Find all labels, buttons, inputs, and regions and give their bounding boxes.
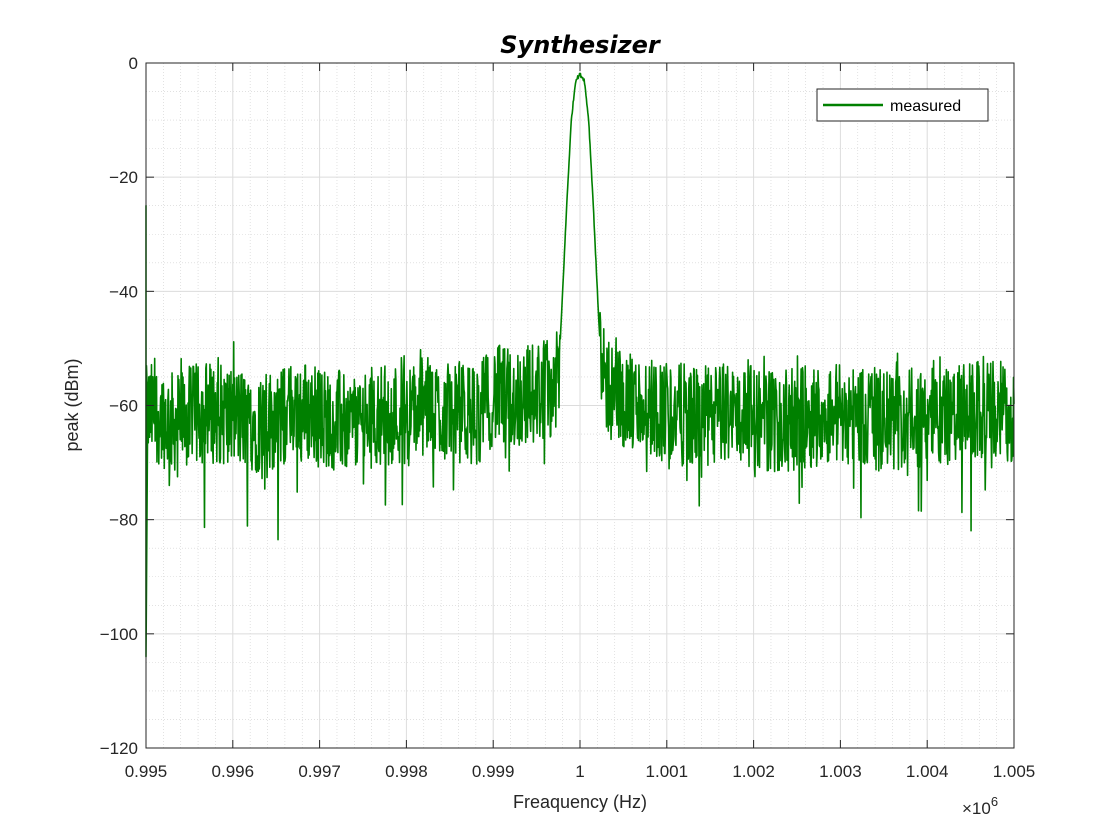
series-line-measured bbox=[145, 72, 1015, 658]
axes-frame bbox=[145, 62, 1015, 749]
x-exponent: ×106 bbox=[962, 794, 998, 818]
x-tick-label: 1.002 bbox=[732, 762, 775, 781]
x-tick-label: 1.005 bbox=[993, 762, 1036, 781]
x-exponent-power: 6 bbox=[991, 794, 998, 809]
y-tick-label: 0 bbox=[129, 54, 138, 73]
legend[interactable]: measured bbox=[816, 88, 989, 122]
x-tick-label: 1.003 bbox=[819, 762, 862, 781]
x-axis-label: Freaquency (Hz) bbox=[513, 792, 647, 812]
x-tick-label: 0.999 bbox=[472, 762, 515, 781]
x-tick-label: 1 bbox=[575, 762, 584, 781]
series-layer bbox=[145, 72, 1015, 658]
y-tick-label: −40 bbox=[109, 282, 138, 301]
x-tick-label: 0.995 bbox=[125, 762, 168, 781]
x-tick-label: 0.996 bbox=[212, 762, 255, 781]
y-tick-label: −80 bbox=[109, 511, 138, 530]
x-tick-label: 0.997 bbox=[298, 762, 341, 781]
x-exponent-base: ×10 bbox=[962, 799, 991, 818]
x-tick-label: 0.998 bbox=[385, 762, 428, 781]
x-tick-label: 1.001 bbox=[646, 762, 689, 781]
x-tick-labels: 0.995 0.996 0.997 0.998 0.999 1 1.001 1.002 1.00… bbox=[125, 762, 1036, 781]
y-tick-label: −100 bbox=[100, 625, 138, 644]
chart-title: Synthesizer bbox=[500, 31, 662, 59]
x-tick-label: 1.004 bbox=[906, 762, 949, 781]
y-tick-label: −120 bbox=[100, 739, 138, 758]
legend-label-measured: measured bbox=[890, 98, 961, 115]
y-tick-label: −60 bbox=[109, 397, 138, 416]
y-axis-label: peak (dBm) bbox=[62, 358, 82, 451]
axes-box bbox=[145, 62, 1015, 749]
y-tick-label: −20 bbox=[109, 168, 138, 187]
y-tick-labels: 0 −20 −40 −60 −80 −100 −120 bbox=[100, 54, 138, 758]
